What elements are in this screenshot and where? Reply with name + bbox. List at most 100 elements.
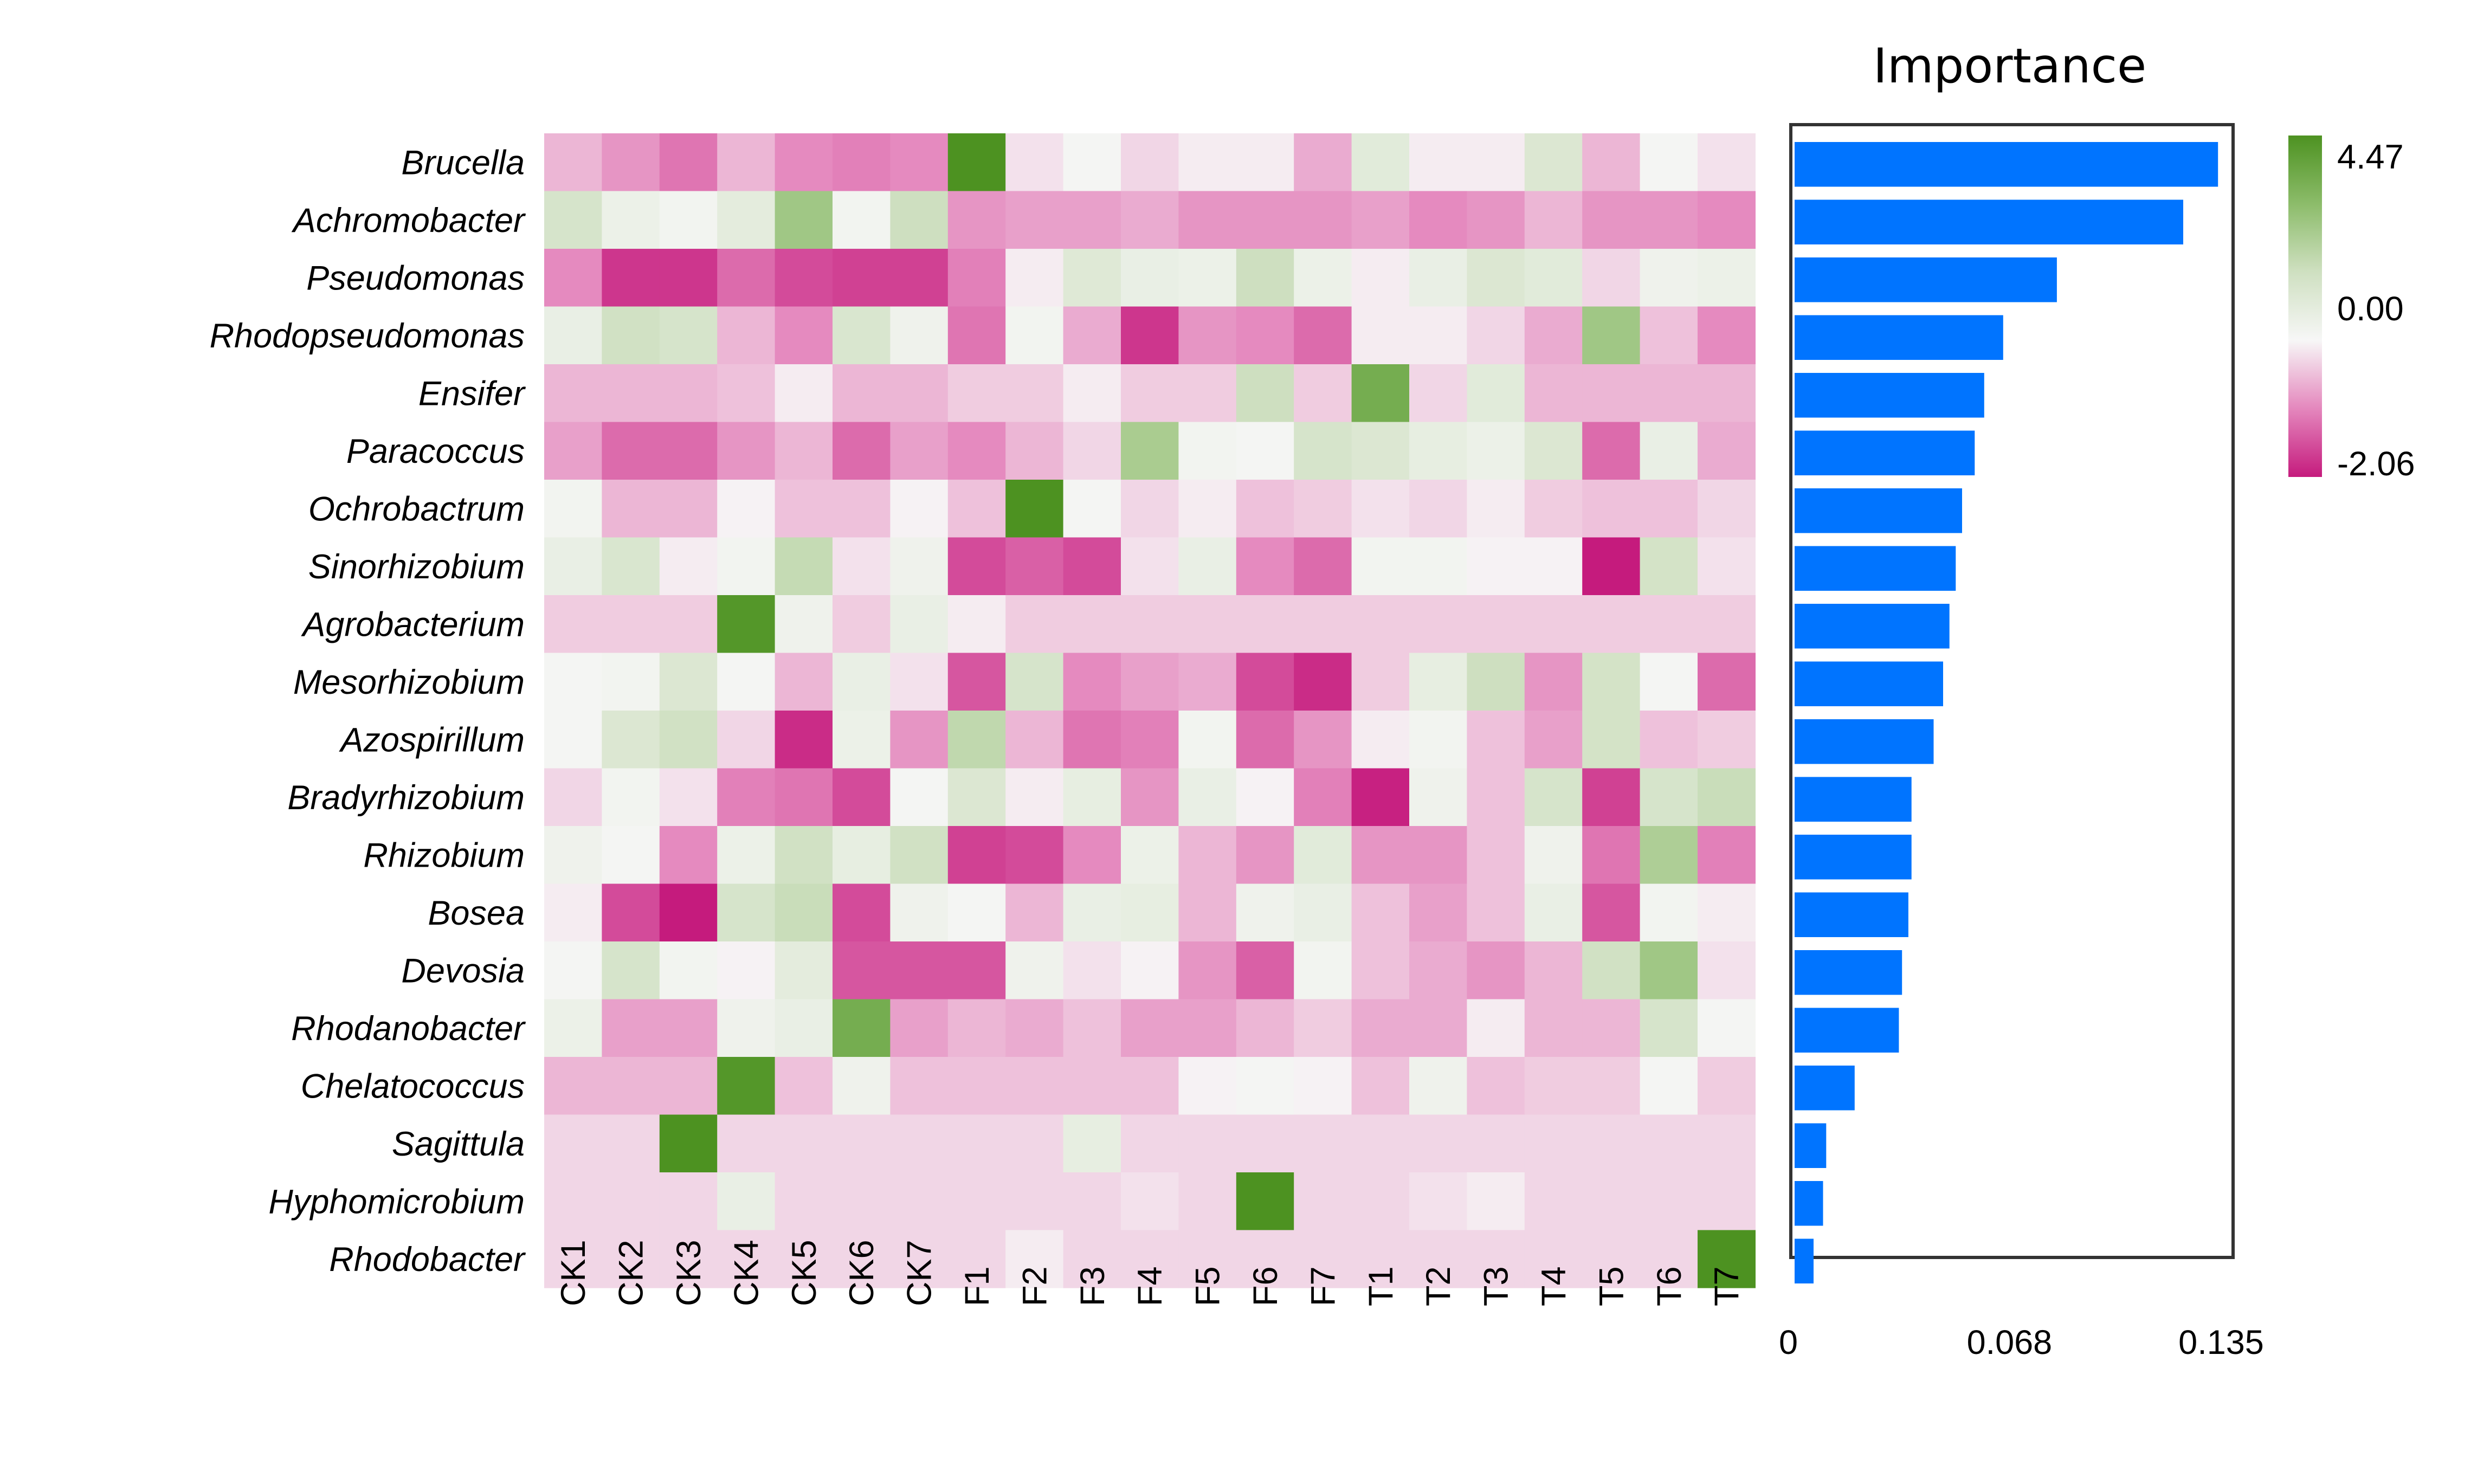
heatmap-cell	[1005, 133, 1064, 192]
heatmap-cell	[1351, 191, 1410, 249]
heatmap-cell	[1409, 941, 1467, 1000]
heatmap-cell	[1351, 480, 1410, 538]
heatmap-cell	[890, 653, 949, 711]
importance-bar	[1795, 430, 1975, 475]
row-label: Hyphomicrobium	[268, 1183, 525, 1221]
heatmap-cell	[1294, 364, 1352, 423]
heatmap-cell	[544, 133, 602, 192]
heatmap-cell	[717, 364, 776, 423]
heatmap-cell	[1582, 826, 1641, 885]
heatmap-cell	[544, 306, 602, 365]
heatmap-cell	[947, 768, 1006, 827]
heatmap-cell	[1236, 1114, 1294, 1173]
heatmap-cell	[1236, 364, 1294, 423]
heatmap-cell	[1582, 999, 1641, 1057]
heatmap-cell	[717, 883, 776, 942]
heatmap-cell	[1121, 191, 1179, 249]
importance-bar	[1795, 892, 1908, 937]
heatmap-cell	[1063, 306, 1121, 365]
heatmap-cell	[775, 711, 833, 769]
heatmap-cell	[1467, 941, 1525, 1000]
heatmap-cell	[717, 595, 776, 654]
heatmap-cell	[1409, 653, 1467, 711]
heatmap-cell	[1121, 537, 1179, 596]
heatmap-cell	[1467, 133, 1525, 192]
heatmap-cell	[1005, 537, 1064, 596]
heatmap-cell	[1351, 1057, 1410, 1115]
heatmap-cell	[1178, 422, 1237, 480]
heatmap-cell	[717, 768, 776, 827]
colorbar-tick-label-mid: 0.00	[2337, 290, 2404, 328]
heatmap-cell	[1524, 1057, 1583, 1115]
heatmap-cell	[947, 941, 1006, 1000]
heatmap-cell	[1524, 941, 1583, 1000]
heatmap-cell	[1640, 306, 1698, 365]
heatmap-cell	[602, 595, 660, 654]
heatmap-cell	[1467, 1114, 1525, 1173]
heatmap-cell	[1524, 883, 1583, 942]
heatmap-cell	[1063, 1114, 1121, 1173]
heatmap-cell	[1582, 537, 1641, 596]
heatmap-cell	[1005, 768, 1064, 827]
heatmap-cell	[1467, 999, 1525, 1057]
heatmap-cell	[1005, 711, 1064, 769]
heatmap-cell	[1178, 711, 1237, 769]
heatmap-cell	[1351, 826, 1410, 885]
heatmap-cell	[602, 364, 660, 423]
heatmap-cell	[602, 1230, 660, 1288]
heatmap-cell	[1005, 1230, 1064, 1288]
heatmap-cell	[890, 537, 949, 596]
heatmap-cell	[1005, 595, 1064, 654]
heatmap-cell	[544, 1057, 602, 1115]
heatmap-cell	[659, 364, 718, 423]
heatmap-cell	[1582, 480, 1641, 538]
heatmap-cell	[833, 480, 891, 538]
heatmap-cell	[1178, 1172, 1237, 1231]
heatmap-cell	[1121, 941, 1179, 1000]
heatmap-cell	[947, 883, 1006, 942]
heatmap-cell	[602, 249, 660, 307]
heatmap-cell	[1351, 999, 1410, 1057]
heatmap-cell	[717, 249, 776, 307]
heatmap-cell	[1178, 1230, 1237, 1288]
heatmap-cell	[1640, 883, 1698, 942]
heatmap-cell	[1005, 1057, 1064, 1115]
heatmap-cell	[1063, 1172, 1121, 1231]
importance-tick-label: 0	[1779, 1324, 1798, 1362]
heatmap-cell	[775, 537, 833, 596]
importance-bar	[1795, 1066, 1855, 1111]
heatmap-cell	[1467, 306, 1525, 365]
heatmap-cell	[1063, 826, 1121, 885]
heatmap-cell	[1121, 1172, 1179, 1231]
heatmap-cell	[602, 133, 660, 192]
heatmap-cell	[833, 1057, 891, 1115]
heatmap-cell	[1698, 364, 1756, 423]
importance-tick-label: 0.135	[2178, 1324, 2264, 1362]
heatmap-cell	[1294, 826, 1352, 885]
heatmap-cell	[717, 653, 776, 711]
column-label: CK3	[670, 1240, 708, 1306]
heatmap-cell	[1640, 191, 1698, 249]
heatmap-cell	[1178, 768, 1237, 827]
heatmap-cell	[1178, 941, 1237, 1000]
heatmap-cell	[602, 653, 660, 711]
heatmap-cell	[544, 1114, 602, 1173]
column-label: CK6	[843, 1240, 881, 1306]
heatmap-cell	[659, 826, 718, 885]
column-label: T5	[1592, 1266, 1630, 1306]
heatmap-cell	[544, 422, 602, 480]
heatmap-cell	[1524, 133, 1583, 192]
heatmap-cell	[1698, 249, 1756, 307]
heatmap-cell	[1524, 249, 1583, 307]
heatmap-cell	[1005, 191, 1064, 249]
heatmap-cell	[947, 1057, 1006, 1115]
heatmap-cell	[717, 191, 776, 249]
column-label: T1	[1362, 1266, 1400, 1306]
heatmap-cell	[1063, 999, 1121, 1057]
heatmap-cell	[1582, 1057, 1641, 1115]
heatmap-cell	[1063, 480, 1121, 538]
heatmap-cell	[775, 768, 833, 827]
row-label: Devosia	[401, 952, 525, 990]
heatmap-cell	[833, 1114, 891, 1173]
heatmap-cell	[1005, 941, 1064, 1000]
